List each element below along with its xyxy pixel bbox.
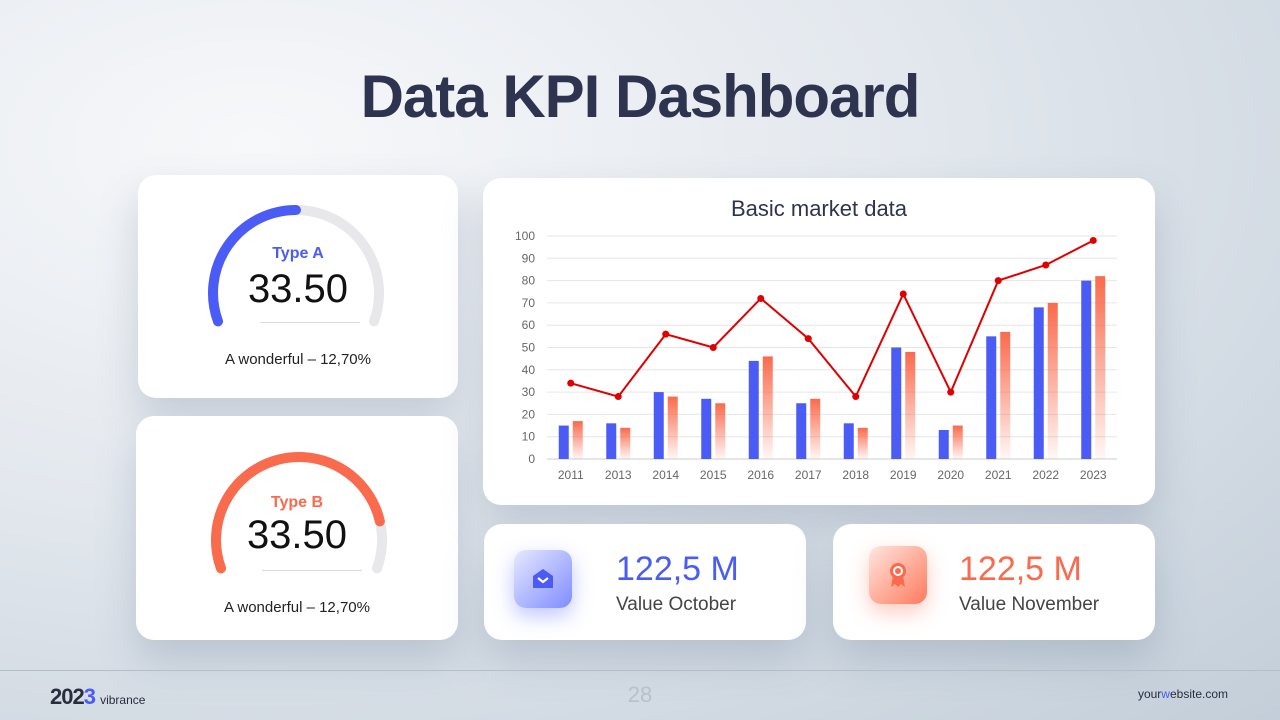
line-point [899, 290, 907, 298]
x-tick-label: 2021 [985, 468, 1012, 482]
x-tick-label: 2015 [700, 468, 727, 482]
line-series-3 [570, 239, 1094, 399]
bar-series-1 [606, 423, 617, 459]
bar-series-2 [715, 403, 726, 459]
chart-card: Basic market data 0 10 20 30 40 50 60 70 80 90 100… [483, 178, 1155, 505]
x-tick-label: 2020 [937, 468, 964, 482]
gauge-fill [208, 205, 301, 327]
y-tick-label: 10 [522, 430, 536, 444]
x-tick-label: 2016 [747, 468, 774, 482]
award-ribbon-icon [869, 546, 927, 604]
gauge-caption: A wonderful – 12,70% [225, 351, 371, 368]
bar-series-1 [938, 430, 949, 459]
x-tick-label: 2017 [795, 468, 822, 482]
kpi-card-october: 122,5 M Value October [484, 524, 806, 640]
bar-series-2 [667, 396, 678, 459]
line-point [567, 379, 575, 387]
bar-series-1 [1081, 280, 1092, 459]
kpi-card-november: 122,5 M Value November [833, 524, 1155, 640]
y-tick-label: 0 [528, 452, 535, 466]
bar-series-1 [653, 392, 664, 459]
y-tick-label: 30 [522, 385, 536, 399]
y-tick-label: 60 [522, 318, 536, 332]
brand-logo: 2023 vibrance [50, 684, 146, 709]
bar-series-2 [810, 398, 821, 459]
bar-series-2 [1047, 302, 1058, 459]
bar-series-1 [558, 425, 569, 459]
bar-series-1 [701, 398, 712, 459]
bar-series-2 [1095, 276, 1106, 459]
bar-series-2 [762, 356, 773, 459]
y-tick-label: 40 [522, 363, 536, 377]
line-point [947, 388, 955, 396]
kpi-label: Value November [959, 594, 1100, 615]
gauge-a [208, 205, 384, 327]
divider [262, 570, 362, 571]
gauge-value: 33.50 [246, 513, 348, 557]
y-tick-label: 80 [522, 274, 536, 288]
bar-series-2 [620, 427, 631, 459]
kpi-value: 122,5 M [616, 550, 739, 588]
bar-series-1 [843, 423, 854, 459]
x-tick-label: 2011 [558, 468, 584, 482]
footer-divider [0, 670, 1280, 671]
kpi-value: 122,5 M [959, 550, 1082, 588]
bar-series-1 [986, 336, 997, 459]
line-point [662, 330, 670, 338]
mail-open-icon [514, 550, 572, 608]
divider [260, 322, 360, 323]
bar-series-2 [572, 421, 583, 459]
bar-series-2 [952, 425, 963, 459]
kpi-label: Value October [616, 594, 737, 615]
gauge-caption: A wonderful – 12,70% [224, 599, 370, 616]
y-tick-label: 70 [522, 296, 536, 310]
line-point [852, 393, 860, 401]
gauge-type: Type A [272, 245, 324, 262]
website-link[interactable]: yourwebsite.com [1137, 687, 1228, 701]
line-point [1042, 261, 1050, 269]
page-title: Data KPI Dashboard [360, 63, 921, 130]
bar-series-1 [1033, 307, 1044, 459]
chart-title: Basic market data [730, 196, 908, 221]
gauge-value: 33.50 [247, 267, 349, 311]
x-tick-label: 2013 [605, 468, 632, 482]
x-tick-label: 2023 [1080, 468, 1107, 482]
line-point [804, 335, 812, 343]
gauge-fill [211, 452, 385, 574]
y-tick-label: 50 [522, 341, 536, 355]
bar-series-1 [891, 347, 902, 459]
gauge-b [211, 452, 387, 574]
bar-series-2 [905, 351, 916, 459]
line-point [1089, 236, 1097, 244]
line-point [709, 344, 717, 351]
gauge-card-a: Type A 33.50 A wonderful – 12,70% [138, 175, 458, 398]
bar-line-chart: 0 10 20 30 40 50 60 70 80 90 100 2011 2013 2014 2015 20… [515, 229, 1117, 482]
gauge-card-b: Type B 33.50 A wonderful – 12,70% [136, 416, 458, 640]
line-point [994, 277, 1002, 285]
bar-series-1 [748, 360, 759, 459]
bar-series-1 [796, 403, 807, 459]
line-point [757, 294, 765, 302]
line-point [614, 393, 622, 401]
y-tick-label: 90 [522, 251, 536, 265]
gauge-type: Type B [270, 494, 324, 511]
bar-series-2 [1000, 331, 1011, 459]
x-tick-label: 2018 [842, 468, 869, 482]
y-tick-label: 100 [515, 229, 535, 243]
bar-series-2 [857, 427, 868, 459]
x-tick-label: 2019 [890, 468, 917, 482]
page-number: 28 [627, 682, 653, 707]
y-tick-label: 20 [522, 407, 536, 421]
x-tick-label: 2022 [1032, 468, 1059, 482]
x-tick-label: 2014 [652, 468, 679, 482]
